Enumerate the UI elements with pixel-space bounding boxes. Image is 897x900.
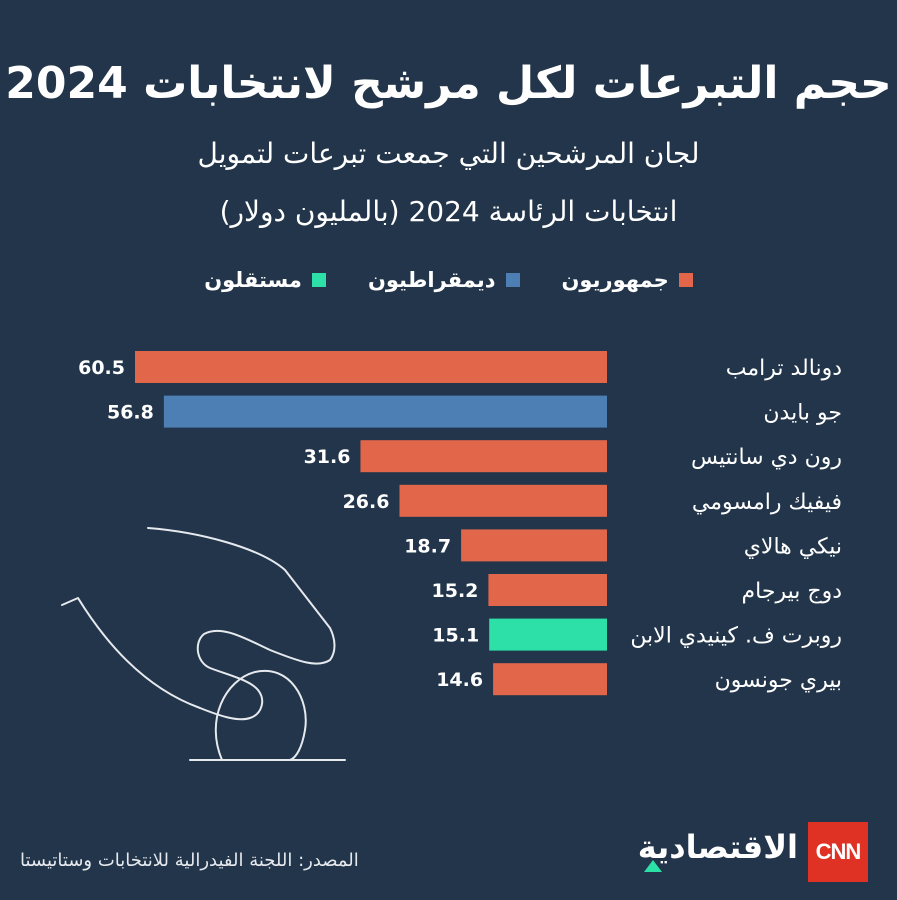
value-label: 26.6 bbox=[343, 491, 390, 513]
logo: CNN الاقتصادية bbox=[637, 822, 868, 882]
bar bbox=[135, 351, 607, 383]
logo-triangle-icon bbox=[644, 860, 662, 872]
legend-item-republicans: جمهوريون bbox=[562, 268, 693, 292]
bar bbox=[163, 395, 607, 428]
value-label: 15.1 bbox=[432, 625, 479, 647]
category-label: دوج بيرجام bbox=[742, 579, 842, 604]
legend-item-independents: مستقلون bbox=[204, 268, 326, 292]
category-label: نيكي هالاي bbox=[744, 534, 842, 559]
logo-text: الاقتصادية bbox=[637, 828, 798, 866]
legend-swatch-democrats bbox=[505, 273, 520, 287]
category-label: فيفيك رامسومي bbox=[692, 490, 842, 515]
source-note: المصدر: اللجنة الفيدرالية للانتخابات وست… bbox=[20, 850, 359, 871]
value-label: 31.6 bbox=[304, 446, 351, 468]
bar bbox=[360, 440, 607, 473]
category-label: روبرت ف. كينيدي الابن bbox=[630, 624, 842, 649]
coin-outline bbox=[214, 669, 307, 761]
legend-swatch-republicans bbox=[678, 273, 693, 287]
value-label: 15.2 bbox=[432, 580, 479, 602]
legend-item-democrats: ديمقراطيون bbox=[368, 268, 520, 292]
legend-label-independents: مستقلون bbox=[204, 268, 302, 292]
legend-swatch-independents bbox=[311, 273, 326, 287]
chart-subtitle-line1: لجان المرشحين التي جمعت تبرعات لتمويل bbox=[197, 137, 700, 170]
bar bbox=[488, 574, 607, 606]
value-label: 18.7 bbox=[404, 535, 451, 557]
hand-outline bbox=[61, 527, 336, 721]
category-label: بيري جونسون bbox=[715, 668, 842, 693]
legend: جمهوريون ديمقراطيون مستقلون bbox=[0, 268, 897, 292]
value-label: 60.5 bbox=[78, 357, 125, 379]
value-label: 56.8 bbox=[107, 402, 154, 424]
category-label: جو بايدن bbox=[763, 401, 842, 426]
chart-title: حجم التبرعات لكل مرشح لانتخابات 2024 bbox=[5, 58, 892, 109]
bar bbox=[461, 529, 607, 562]
bar bbox=[493, 663, 607, 696]
chart-subtitle-line2: انتخابات الرئاسة 2024 (بالمليون دولار) bbox=[219, 195, 678, 228]
bar bbox=[399, 484, 607, 517]
cnn-logo: CNN bbox=[808, 822, 868, 882]
category-label: دونالد ترامب bbox=[726, 356, 842, 381]
legend-label-democrats: ديمقراطيون bbox=[367, 268, 496, 292]
value-label: 14.6 bbox=[436, 669, 483, 691]
legend-label-republicans: جمهوريون bbox=[561, 268, 669, 292]
category-label: رون دي سانتيس bbox=[691, 445, 842, 470]
bar bbox=[489, 618, 607, 651]
